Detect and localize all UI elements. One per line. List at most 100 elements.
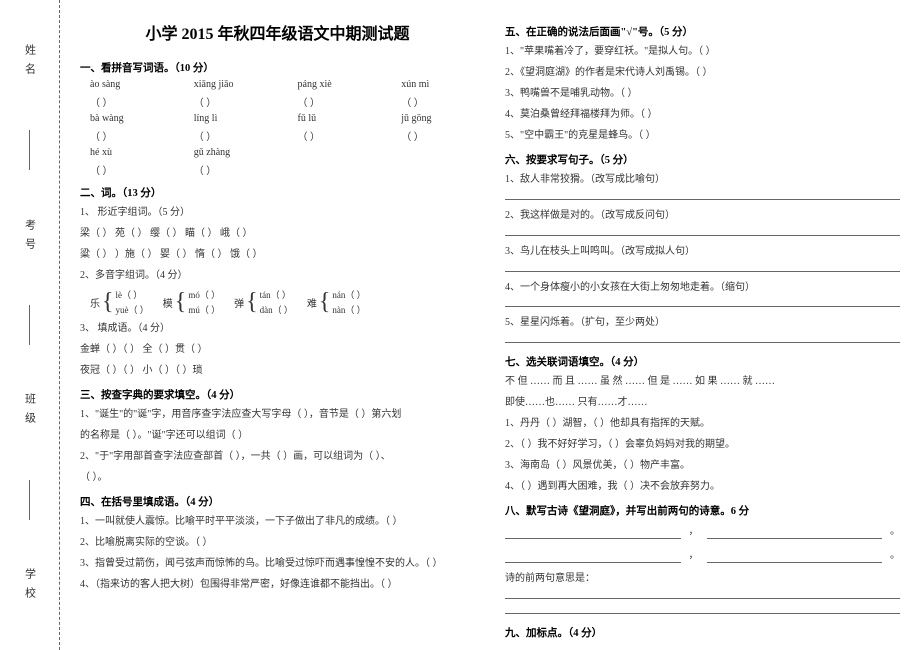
section-3-heading: 三、按查字典的要求填空。（4 分）	[80, 387, 475, 402]
blank: （ ）	[298, 128, 372, 143]
polyphone-char: 乐	[90, 295, 100, 310]
blank: （ ）	[90, 162, 164, 177]
question-line: 4、一个身体瘦小的小女孩在大街上匆匆地走着。（缩句）	[505, 279, 900, 296]
answer-line	[707, 549, 883, 563]
question-line: 2、《望洞庭湖》的作者是宋代诗人刘禹锡。（ ）	[505, 64, 900, 81]
binding-school: 学校	[22, 568, 38, 606]
section-1-heading: 一、看拼音写词语。（10 分）	[80, 60, 475, 75]
right-column: 五、在正确的说法后面画"√"号。（5 分） 1、"苹果嘴着冷了，要穿红袄。"是拟…	[505, 20, 900, 640]
answer-line	[707, 525, 883, 539]
answer-line	[505, 525, 681, 539]
content-columns: 小学 2015 年秋四年级语文中期测试题 一、看拼音写词语。（10 分） ào …	[60, 0, 920, 650]
blank: （ ）	[401, 128, 475, 143]
polyphone-group: 模 { mó（ ） mú（ ）	[163, 288, 220, 316]
pinyin: ào sàng	[90, 79, 164, 90]
blank: （ ）	[298, 94, 372, 109]
polyphone-char: 难	[307, 295, 317, 310]
answer-line	[505, 303, 900, 308]
question-line: 5、"空中霸王"的克星是蜂鸟。（ ）	[505, 127, 900, 144]
polyphone-group: 乐 { lè（ ） yuè（ ）	[90, 288, 149, 316]
polyphone-group: 弹 { tán（ ） dàn（ ）	[234, 288, 293, 316]
sub-heading: 1、 形近字组词。（5 分）	[80, 204, 475, 221]
question-line: 1、"苹果嘴着冷了，要穿红袄。"是拟人句。（ ）	[505, 43, 900, 60]
question-line: 的名称是（ ）。"诞"字还可以组词（ ）	[80, 427, 475, 444]
question-line: 3、鸭嘴兽不是哺乳动物。（ ）	[505, 85, 900, 102]
blank: （ ）	[194, 94, 268, 109]
poem-blank-row: ， 。	[505, 522, 900, 542]
poem-blank-row: ， 。	[505, 546, 900, 566]
reading: mó（ ）	[188, 288, 220, 301]
polyphone-row: 乐 { lè（ ） yuè（ ） 模 { mó（ ） mú（ ）	[80, 288, 475, 316]
blank-row: （ ） （ ） （ ） （ ）	[80, 94, 475, 109]
char-pair-row: 粱（ ） ）施（ ） 婴（ ） 惰（ ） 饿（ ）	[80, 246, 475, 263]
blank: （ ）	[194, 162, 268, 177]
pinyin-row-3: hé xù gǔ zhàng	[80, 147, 475, 158]
brace-icon: {	[319, 294, 331, 311]
reading: dàn（ ）	[260, 303, 293, 316]
options-line: 即使……也…… 只有……才……	[505, 394, 900, 411]
pinyin: fǔ lǔ	[298, 113, 372, 124]
blank-row: （ ） （ ） （ ） （ ）	[80, 128, 475, 143]
reading: yuè（ ）	[116, 303, 149, 316]
idiom-fill: 金蝉（ ）（ ） 全（ ）贯（ ）	[80, 341, 475, 358]
reading: nán（ ）	[332, 288, 365, 301]
pinyin: gǔ zhàng	[194, 147, 268, 158]
answer-line	[505, 195, 900, 200]
section-7-heading: 七、选关联词语填空。（4 分）	[505, 354, 900, 369]
polyphone-group: 难 { nán（ ） nàn（ ）	[307, 288, 366, 316]
sub-heading: 2、多音字组词。（4 分）	[80, 267, 475, 284]
blank: （ ）	[401, 94, 475, 109]
options-line: 不 但 …… 而 且 …… 虽 然 …… 但 是 …… 如 果 …… 就 ……	[505, 373, 900, 390]
binding-divider	[29, 480, 30, 520]
section-6-heading: 六、按要求写句子。（5 分）	[505, 152, 900, 167]
pinyin-row-1: ào sàng xiāng jiāo páng xiè xún mì	[80, 79, 475, 90]
question-line: 3、指曾受过箭伤，闻弓弦声而惊怖的鸟。比喻受过惊吓而遇事惶惶不安的人。（ ）	[80, 555, 475, 572]
pinyin: bà wàng	[90, 113, 164, 124]
binding-strip: 姓名 考号 班级 学校	[0, 0, 60, 650]
binding-name: 姓名	[22, 44, 38, 82]
reading: lè（ ）	[116, 288, 149, 301]
question-line: 1、丹丹（ ）湖智，（ ）他却具有指挥的天赋。	[505, 415, 900, 432]
brace-icon: {	[246, 294, 258, 311]
section-8-heading: 八、默写古诗《望洞庭》，并写出前两句的诗意。6 分	[505, 503, 900, 518]
reading: mú（ ）	[188, 303, 220, 316]
answer-line	[505, 338, 900, 343]
reading: nàn（ ）	[332, 303, 365, 316]
question-line: 2、（ ）我不好好学习，（ ）会辜负妈妈对我的期望。	[505, 436, 900, 453]
reading: tán（ ）	[260, 288, 293, 301]
question-line: 3、鸟儿在枝头上叫鸣叫。（改写成拟人句）	[505, 243, 900, 260]
pinyin: hé xù	[90, 147, 164, 158]
exam-title: 小学 2015 年秋四年级语文中期测试题	[80, 20, 475, 44]
answer-line	[505, 609, 900, 614]
brace-icon: {	[175, 294, 187, 311]
answer-line	[505, 231, 900, 236]
blank: （ ）	[90, 128, 164, 143]
question-line: 4、莫泊桑曾经拜福楼拜为师。（ ）	[505, 106, 900, 123]
pinyin-row-2: bà wàng líng lì fǔ lǔ jū gōng	[80, 113, 475, 124]
blank: （ ）	[90, 94, 164, 109]
pinyin: líng lì	[194, 113, 268, 124]
binding-divider	[29, 305, 30, 345]
pinyin: jū gōng	[401, 113, 475, 124]
exam-page: 姓名 考号 班级 学校 小学 2015 年秋四年级语文中期测试题 一、看拼音写词…	[0, 0, 920, 650]
char-pair-row: 梁（ ） 苑（ ） 缨（ ） 瞄（ ） 峨（ ）	[80, 225, 475, 242]
question-line: 4、（ ）遇到再大困难，我（ ）决不会放弃努力。	[505, 478, 900, 495]
brace-icon: {	[102, 294, 114, 311]
blank-row: （ ） （ ）	[80, 162, 475, 177]
polyphone-char: 模	[163, 295, 173, 310]
question-line: 2、"于"字用部首查字法应查部首（ ），一共（ ）画，可以组词为（ ）、	[80, 448, 475, 465]
question-line: 1、一叫就使人震惊。比喻平时平平淡淡，一下子做出了非凡的成绩。（ ）	[80, 513, 475, 530]
question-line: 3、海南岛（ ）风景优美，（ ）物产丰富。	[505, 457, 900, 474]
binding-divider	[29, 130, 30, 170]
pinyin: xiāng jiāo	[194, 79, 268, 90]
left-column: 小学 2015 年秋四年级语文中期测试题 一、看拼音写词语。（10 分） ào …	[80, 20, 475, 640]
idiom-fill: 夜冠（ ）（ ） 小（ ）（ ）琐	[80, 362, 475, 379]
pinyin: xún mì	[401, 79, 475, 90]
question-line: （ ）。	[80, 469, 475, 486]
question-line: 5、星星闪烁着。（扩句，至少两处）	[505, 314, 900, 331]
section-2-heading: 二、词。（13 分）	[80, 185, 475, 200]
answer-line	[505, 549, 681, 563]
section-5-heading: 五、在正确的说法后面画"√"号。（5 分）	[505, 24, 900, 39]
polyphone-char: 弹	[234, 295, 244, 310]
answer-line	[505, 267, 900, 272]
